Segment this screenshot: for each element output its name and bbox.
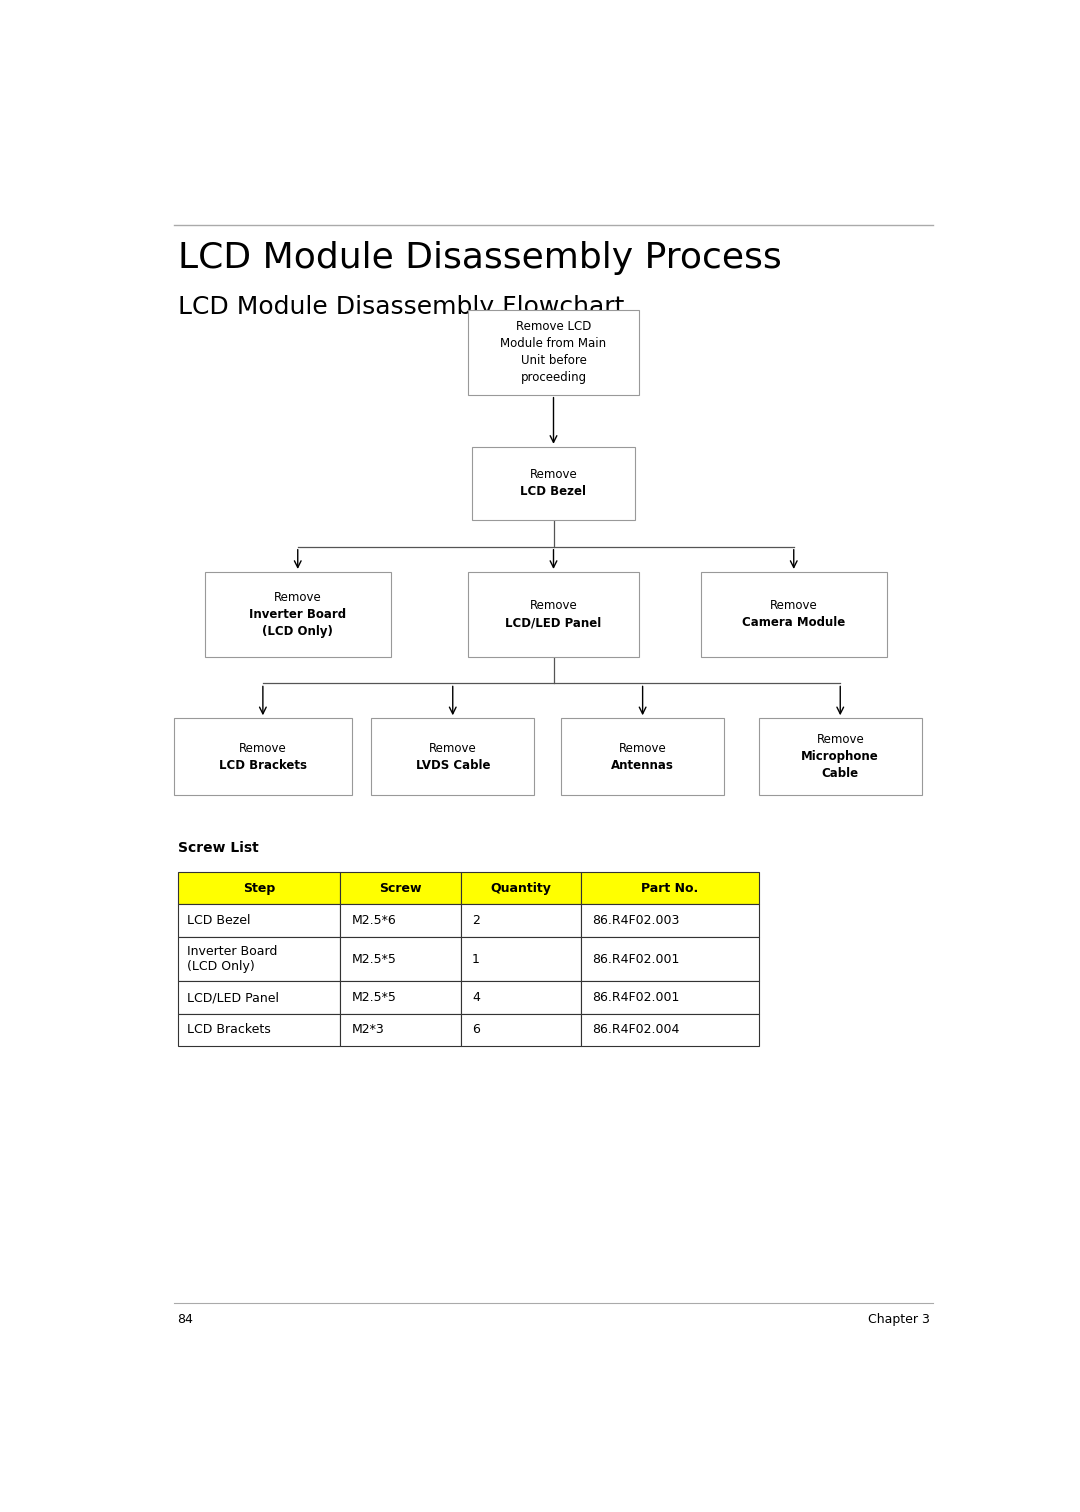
Text: M2.5*5: M2.5*5 [352,992,396,1004]
Bar [177,904,340,937]
Bar [469,572,638,656]
Text: M2*3: M2*3 [352,1024,384,1037]
Bar [581,872,759,904]
Text: 86.R4F02.001: 86.R4F02.001 [592,992,679,1004]
Text: Cable: Cable [822,767,859,780]
Text: 86.R4F02.001: 86.R4F02.001 [592,953,679,966]
Text: Remove: Remove [816,733,864,747]
Text: Remove: Remove [529,599,578,612]
Text: M2.5*6: M2.5*6 [352,915,396,927]
Text: LCD Bezel: LCD Bezel [187,915,251,927]
Text: LVDS Cable: LVDS Cable [416,759,490,771]
Bar [469,310,638,395]
Bar [177,937,340,981]
Bar [460,904,581,937]
Bar [472,446,635,520]
Bar [701,572,887,656]
Text: Step: Step [243,881,275,895]
Bar [340,904,460,937]
Text: Antennas: Antennas [611,759,674,771]
Text: 86.R4F02.003: 86.R4F02.003 [592,915,679,927]
Text: LCD/LED Panel: LCD/LED Panel [505,617,602,629]
Text: Remove: Remove [274,591,322,603]
Bar [581,904,759,937]
Bar [562,718,724,795]
Bar [460,1015,581,1046]
Bar [581,937,759,981]
Bar [340,937,460,981]
Text: M2.5*5: M2.5*5 [352,953,396,966]
Bar [581,1015,759,1046]
Text: proceeding: proceeding [521,372,586,384]
Text: Chapter 3: Chapter 3 [867,1312,930,1326]
Text: LCD Bezel: LCD Bezel [521,485,586,499]
Text: 2: 2 [472,915,480,927]
Text: Remove LCD: Remove LCD [516,321,591,334]
Text: Unit before: Unit before [521,354,586,367]
Text: LCD Brackets: LCD Brackets [187,1024,271,1037]
Bar [340,1015,460,1046]
Text: 86.R4F02.004: 86.R4F02.004 [592,1024,679,1037]
Text: Remove: Remove [619,742,666,754]
Bar [460,937,581,981]
Bar [177,1015,340,1046]
Text: Microphone: Microphone [801,750,879,764]
Bar [460,872,581,904]
Text: LCD Module Disassembly Flowchart: LCD Module Disassembly Flowchart [177,295,624,319]
Text: Part No.: Part No. [642,881,699,895]
Text: Inverter Board: Inverter Board [249,608,347,621]
Text: 84: 84 [177,1312,193,1326]
Text: Remove: Remove [529,469,578,481]
Text: Remove: Remove [770,599,818,612]
Text: LCD/LED Panel: LCD/LED Panel [187,992,279,1004]
Text: LCD Module Disassembly Process: LCD Module Disassembly Process [177,240,781,275]
Text: Camera Module: Camera Module [742,617,846,629]
Bar [177,872,340,904]
Text: 1: 1 [472,953,480,966]
Text: Screw List: Screw List [177,841,258,856]
Bar [174,718,352,795]
Text: Quantity: Quantity [490,881,551,895]
Text: 6: 6 [472,1024,480,1037]
Text: Screw: Screw [379,881,421,895]
Text: Remove: Remove [429,742,476,754]
Text: Inverter Board
(LCD Only): Inverter Board (LCD Only) [187,945,278,974]
Bar [372,718,535,795]
Bar [759,718,921,795]
Bar [340,872,460,904]
Bar [177,981,340,1015]
Bar [340,981,460,1015]
Text: Module from Main: Module from Main [500,337,607,351]
Bar [205,572,391,656]
Text: 4: 4 [472,992,480,1004]
Text: (LCD Only): (LCD Only) [262,624,334,638]
Text: LCD Brackets: LCD Brackets [219,759,307,771]
Text: Remove: Remove [239,742,287,754]
Bar [460,981,581,1015]
Bar [581,981,759,1015]
